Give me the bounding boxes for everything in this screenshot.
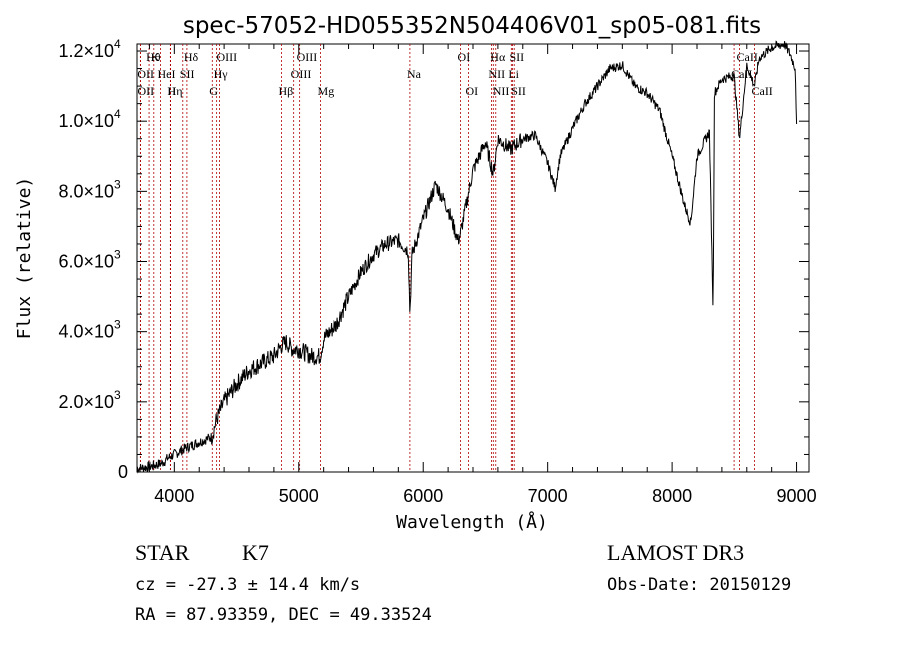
y-tick-label-3: 6.0×10 xyxy=(58,252,114,272)
line-label-0: Hθ xyxy=(146,50,161,64)
line-label-21: G xyxy=(209,84,218,98)
chart-title: spec-57052-HD055352N504406V01_sp05-081.f… xyxy=(183,13,761,39)
line-label-3: OIII xyxy=(217,50,238,64)
y-tick-label-0: 0 xyxy=(118,462,128,482)
line-label-4: OIII xyxy=(297,50,318,64)
x-tick-label-0: 4000 xyxy=(154,486,194,506)
line-label-8: CaII xyxy=(737,50,758,64)
line-label-2: Hδ xyxy=(184,50,199,64)
line-label-16: Li xyxy=(508,67,519,81)
x-axis-label: Wavelength (Å) xyxy=(396,511,548,533)
sky-coordinates: RA = 87.93359, DEC = 49.33524 xyxy=(135,605,432,625)
line-label-18: OII xyxy=(137,84,154,98)
line-label-17: CaII xyxy=(731,67,752,81)
line-label-27: CaII xyxy=(751,84,772,98)
x-tick-label-5: 9000 xyxy=(777,486,817,506)
y-tick-exponent-1: 3 xyxy=(114,388,121,402)
line-label-7: SII xyxy=(509,50,524,64)
line-label-14: Na xyxy=(407,67,422,81)
y-axis-ticks: 02.0×10 34.0×10 36.0×10 38.0×10 31.0×10 41.2×… xyxy=(58,37,809,482)
x-axis-ticks: 4000 5000 6000 7000 8000 9000 xyxy=(148,44,817,506)
y-tick-exponent-6: 4 xyxy=(114,37,121,51)
redshift-cz: cz = -27.3 ± 14.4 km/s xyxy=(135,575,360,595)
line-label-22: Hβ xyxy=(278,84,293,98)
object-class: STAR xyxy=(135,540,190,565)
line-label-24: OI xyxy=(466,84,479,98)
y-tick-label-1: 2.0×10 xyxy=(58,392,114,412)
line-label-11: SII xyxy=(180,67,195,81)
line-label-10: HeI xyxy=(158,67,176,81)
y-tick-label-4: 8.0×10 xyxy=(58,181,114,201)
object-subclass: K7 xyxy=(242,540,269,565)
line-label-26: SII xyxy=(511,84,526,98)
line-label-23: Mg xyxy=(318,84,335,98)
y-tick-exponent-3: 3 xyxy=(114,248,121,262)
x-tick-label-4: 8000 xyxy=(652,486,692,506)
plot-frame xyxy=(136,43,810,473)
line-label-9: OII xyxy=(137,67,154,81)
observation-date: Obs-Date: 20150129 xyxy=(607,575,791,595)
line-label-15: NII xyxy=(488,67,505,81)
y-axis-label: Flux (relative) xyxy=(14,177,35,340)
x-tick-label-3: 7000 xyxy=(528,486,568,506)
y-tick-label-2: 4.0×10 xyxy=(58,322,114,342)
y-tick-label-6: 1.2×10 xyxy=(58,41,114,61)
y-tick-exponent-5: 4 xyxy=(114,107,121,121)
line-label-12: Hγ xyxy=(214,67,229,81)
line-label-13: OIII xyxy=(291,67,312,81)
line-label-20: H xyxy=(167,84,176,98)
spectrum-line xyxy=(136,40,798,474)
line-label-5: OI xyxy=(458,50,471,64)
x-tick-label-2: 6000 xyxy=(403,486,443,506)
emission-line-markers xyxy=(139,44,755,472)
line-label-1: K xyxy=(151,50,160,64)
line-label-6: Hα xyxy=(490,50,506,64)
survey-name: LAMOST DR3 xyxy=(607,540,744,565)
y-tick-exponent-4: 3 xyxy=(114,177,121,191)
y-tick-exponent-2: 3 xyxy=(114,318,121,332)
line-label-19: Hη xyxy=(168,84,183,98)
line-label-25: NII xyxy=(493,84,510,98)
x-tick-label-1: 5000 xyxy=(279,486,319,506)
y-tick-label-5: 1.0×10 xyxy=(58,111,114,131)
